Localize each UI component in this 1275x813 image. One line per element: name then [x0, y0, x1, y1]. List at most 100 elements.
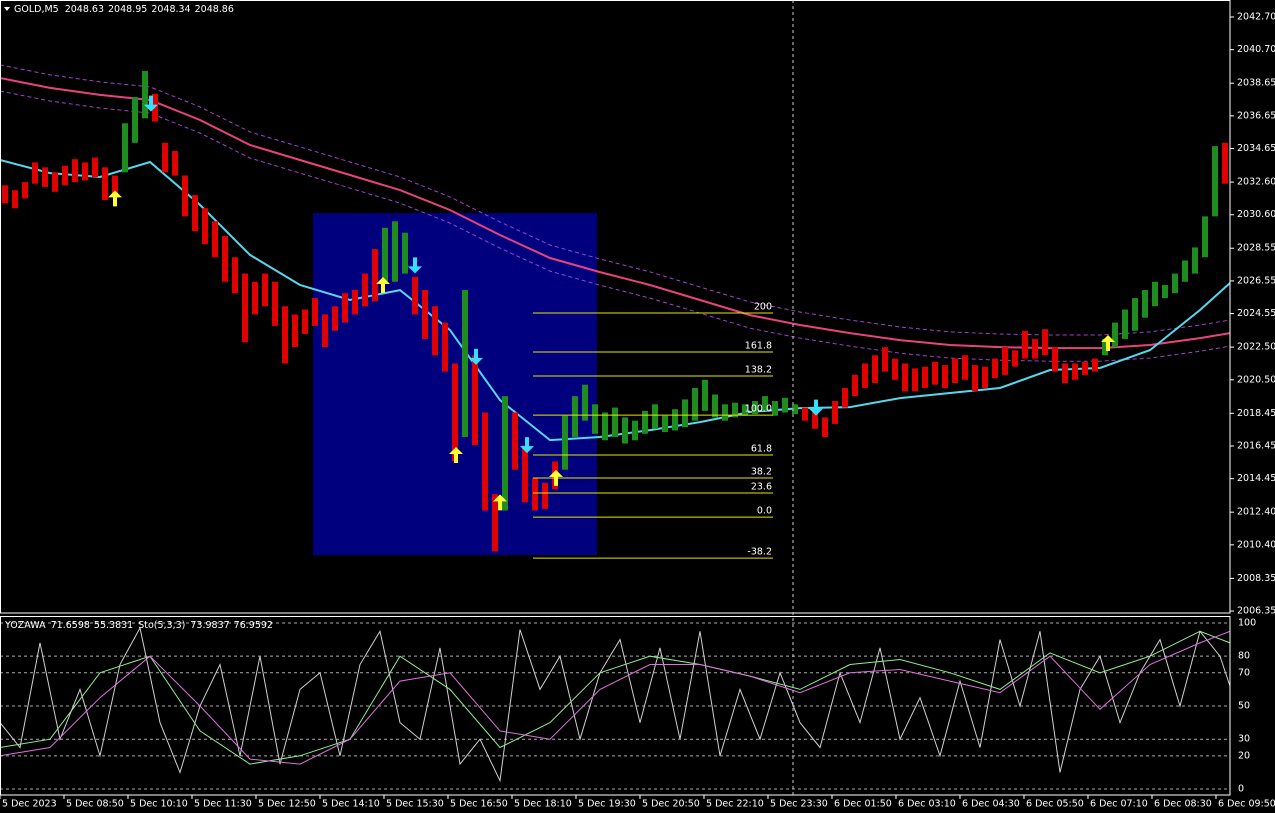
price-bar: [1212, 146, 1218, 217]
price-bar: [562, 415, 568, 470]
x-tick-label: 5 Dec 20:50: [642, 799, 700, 810]
price-bar: [812, 412, 818, 429]
price-bar: [1022, 330, 1028, 359]
price-bar: [42, 167, 48, 187]
price-bar: [302, 309, 308, 335]
price-bar: [422, 289, 428, 339]
price-bar: [932, 361, 938, 385]
up-arrow: [549, 469, 563, 486]
price-bar: [1102, 338, 1108, 356]
price-bar: [492, 494, 498, 552]
fib-label: 23.6: [751, 482, 772, 493]
up-arrow: [376, 277, 390, 294]
price-bar: [292, 314, 298, 348]
y-tick-label: 2014.45: [1237, 473, 1275, 484]
price-bar: [1002, 347, 1008, 375]
price-bar: [1162, 285, 1168, 299]
y-tick-label: 20: [1238, 750, 1250, 761]
price-bar: [162, 142, 168, 173]
price-bar: [622, 417, 628, 444]
y-tick-label: 2024.55: [1237, 308, 1275, 319]
price-bar: [372, 249, 378, 302]
price-bar: [332, 306, 338, 331]
x-tick-label: 5 Dec 08:50: [66, 799, 124, 810]
y-tick-label: 2030.60: [1237, 209, 1275, 220]
price-bar: [12, 190, 18, 209]
price-bar: [832, 401, 838, 424]
y-tick-label: 2006.35: [1237, 606, 1275, 617]
price-bar: [172, 151, 178, 176]
y-tick-label: 2038.65: [1237, 78, 1275, 89]
price-bar: [962, 355, 968, 380]
price-bar: [1202, 216, 1208, 258]
x-tick-label: 5 Dec 22:10: [706, 799, 764, 810]
price-bar: [1092, 358, 1098, 372]
price-bar: [922, 366, 928, 388]
price-bar: [102, 167, 108, 201]
price-bar: [1082, 361, 1088, 375]
price-bar: [972, 365, 978, 392]
y-tick-label: 2018.45: [1237, 408, 1275, 419]
menu-icon[interactable]: [4, 7, 10, 11]
oscillator-line: [0, 630, 1231, 765]
price-bar: [1222, 142, 1228, 184]
price-bar: [982, 366, 988, 388]
fib-label: 200: [754, 301, 772, 312]
price-bar: [512, 412, 518, 470]
x-tick-label: 6 Dec 09:50: [1218, 799, 1275, 810]
price-bar: [142, 70, 148, 119]
y-tick-label: 2040.70: [1237, 44, 1275, 55]
oscillator-name: Sto(5,3,3): [138, 620, 185, 631]
price-bar: [462, 289, 468, 437]
price-bar: [1032, 338, 1038, 359]
up-arrow: [108, 190, 122, 207]
price-bar: [612, 407, 618, 437]
x-tick-label: 6 Dec 03:10: [898, 799, 956, 810]
price-bar: [122, 123, 128, 173]
price-bar: [192, 195, 198, 232]
price-bar: [802, 407, 808, 421]
x-tick-label: 5 Dec 16:50: [450, 799, 508, 810]
price-bar: [632, 420, 638, 441]
price-bar: [792, 404, 798, 415]
y-tick-label: 30: [1238, 734, 1250, 745]
price-bar: [942, 365, 948, 388]
price-bar: [702, 379, 708, 411]
x-tick-label: 5 Dec 11:30: [194, 799, 252, 810]
price-bar: [502, 396, 508, 511]
price-bar: [1012, 350, 1018, 367]
price-bar: [282, 306, 288, 364]
price-bar: [1112, 322, 1118, 348]
oscillator-value: 73.9837: [190, 620, 229, 631]
fib-label: 100.0: [745, 404, 772, 415]
y-tick-label: 70: [1238, 667, 1250, 678]
x-tick-label: 6 Dec 05:50: [1026, 799, 1084, 810]
price-bar: [662, 415, 668, 433]
price-bar: [402, 232, 408, 274]
price-bar: [382, 227, 388, 282]
price-bar: [132, 97, 138, 143]
price-bar: [152, 93, 158, 122]
y-tick-label: 0: [1238, 784, 1244, 795]
moving-average: [0, 77, 1231, 350]
down-arrow: [144, 95, 158, 112]
main-frame: [0, 0, 1231, 614]
price-bar: [842, 387, 848, 408]
y-tick-label: 2034.65: [1237, 143, 1275, 154]
moving-average: [0, 64, 1231, 336]
fib-label: 0.0: [757, 506, 772, 517]
price-bar: [472, 355, 478, 446]
fib-label: 138.2: [745, 365, 772, 376]
quote: 2048.34: [151, 4, 190, 15]
y-tick-label: 2032.60: [1237, 177, 1275, 188]
y-tick-label: 2036.65: [1237, 110, 1275, 121]
price-bar: [412, 276, 418, 315]
down-arrow: [520, 437, 534, 454]
y-tick-label: 2020.50: [1237, 374, 1275, 385]
price-bar: [352, 289, 358, 315]
price-bar: [722, 404, 728, 421]
price-bar: [392, 221, 398, 282]
price-bar: [902, 363, 908, 392]
price-bar: [892, 358, 898, 380]
